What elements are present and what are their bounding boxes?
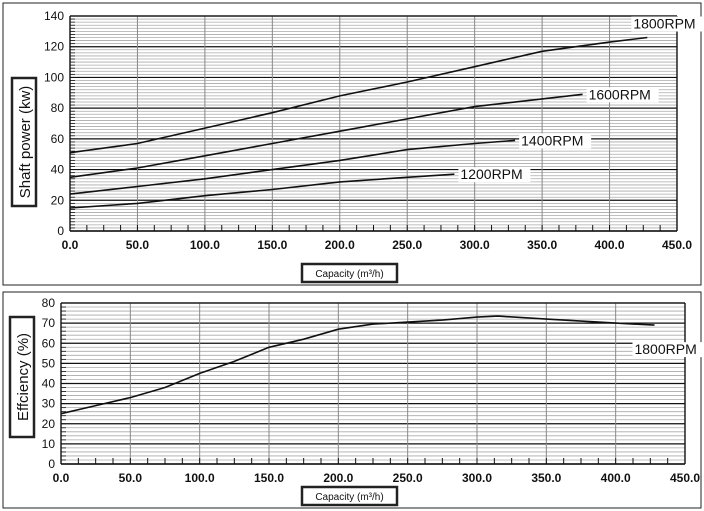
series-line-1800rpm (69, 36, 648, 154)
x-tick-label: 150.0 (254, 471, 284, 485)
y-tick-label: 100 (44, 70, 64, 84)
series-label-bg (632, 342, 704, 358)
y-axis-label: Effciency (%) (15, 333, 32, 421)
y-tick-label: 0 (57, 224, 64, 238)
series-label-bg (519, 133, 592, 149)
series-label-bg (586, 87, 659, 103)
series-label: 1800RPM (634, 341, 696, 357)
x-tick-label: 250.0 (392, 238, 422, 252)
x-tick-label: 100.0 (190, 238, 220, 252)
series-label: 1600RPM (589, 86, 651, 102)
y-axis-label-box (10, 76, 38, 208)
x-tick-label: 0.0 (53, 471, 70, 485)
series-line-1200rpm (69, 173, 455, 209)
x-tick-label: 50.0 (119, 471, 143, 485)
x-tick-label: 50.0 (126, 238, 150, 252)
y-tick-label: 40 (42, 377, 56, 391)
y-tick-label: 70 (42, 316, 56, 330)
x-tick-label: 450.0 (670, 471, 700, 485)
x-axis-label: Capacity (m³/h) (315, 269, 383, 280)
chart-panel-1: 0 20 40 60 80 100 120 140 0.0 50.0 100.0 150.0 200.0… (2, 2, 704, 286)
x-axis-label-box (300, 262, 399, 284)
y-axis-label: Shaft power (kw) (17, 86, 34, 199)
x-tick-label: 300.0 (460, 238, 490, 252)
series-label: 1200RPM (460, 166, 522, 182)
series-label: 1800RPM (633, 16, 695, 32)
x-tick-label: 200.0 (323, 471, 353, 485)
y-tick-label: 20 (42, 417, 56, 431)
series-line-1600rpm (69, 93, 583, 179)
x-tick-label: 450.0 (662, 238, 692, 252)
series-label-bg (631, 16, 704, 32)
y-tick-label: 60 (51, 132, 65, 146)
series-label: 1400RPM (521, 132, 583, 148)
x-axis-label-box (300, 485, 399, 507)
x-tick-label: 300.0 (462, 471, 492, 485)
y-tick-label: 80 (42, 296, 56, 310)
x-tick-label: 350.0 (531, 471, 561, 485)
x-axis-label: Capacity (m³/h) (315, 492, 383, 503)
y-axis-label-box (8, 315, 36, 439)
y-tick-label: 80 (51, 101, 65, 115)
y-tick-label: 60 (42, 336, 56, 350)
x-tick-label: 100.0 (185, 471, 215, 485)
x-tick-label: 400.0 (595, 238, 625, 252)
y-tick-label: 0 (48, 457, 55, 471)
x-tick-label: 150.0 (257, 238, 287, 252)
y-tick-label: 20 (51, 193, 65, 207)
y-tick-label: 50 (42, 356, 56, 370)
y-tick-label: 120 (44, 40, 64, 54)
chart-panel-2: 0 10 20 30 40 50 60 70 80 0.0 50.0 100.0 150.0 200.0 2… (2, 291, 704, 509)
x-tick-label: 400.0 (601, 471, 631, 485)
x-tick-label: 0.0 (62, 238, 79, 252)
series-line-1800rpm (60, 315, 655, 415)
x-tick-label: 200.0 (325, 238, 355, 252)
y-tick-label: 30 (42, 397, 56, 411)
x-tick-label: 250.0 (393, 471, 423, 485)
series-line-1400rpm (69, 139, 516, 195)
x-tick-label: 350.0 (527, 238, 557, 252)
series-label-bg (458, 167, 531, 183)
y-tick-label: 10 (42, 437, 56, 451)
y-tick-label: 140 (44, 9, 64, 23)
y-tick-label: 40 (51, 163, 65, 177)
